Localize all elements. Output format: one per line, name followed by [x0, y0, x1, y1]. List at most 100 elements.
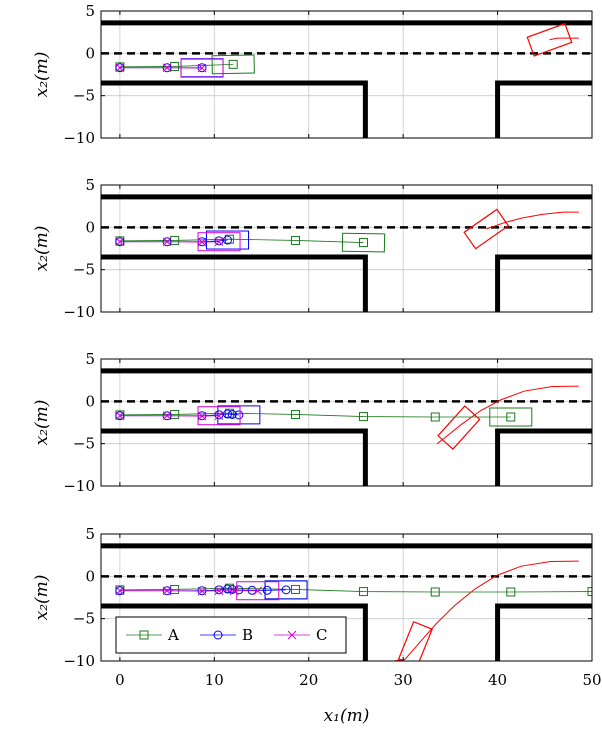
y-tick-label: −5 — [73, 87, 95, 105]
y-tick-label: −5 — [73, 435, 95, 453]
turning-path — [549, 37, 579, 41]
vehicle-B — [264, 580, 308, 600]
plot-area — [101, 543, 592, 661]
series-A-point — [291, 409, 301, 419]
road-lower-boundary-left — [101, 603, 368, 661]
y-tick-label: 0 — [85, 218, 95, 236]
panel-2: −10 −5 0 5 x₂(m) — [32, 176, 593, 321]
series-C-point — [162, 411, 172, 421]
legend-marker-B — [213, 630, 223, 640]
y-axis-label: x₂(m) — [32, 52, 52, 98]
series-C-point — [115, 411, 125, 421]
y-tick-label: −10 — [63, 477, 95, 495]
road-lower-boundary-left — [101, 80, 368, 138]
vehicle-B — [206, 230, 250, 250]
plot-area — [101, 20, 592, 138]
y-tick-label: 5 — [85, 2, 95, 20]
series-A-point — [430, 412, 440, 422]
y-tick-label: 5 — [85, 350, 95, 368]
series-C-point — [253, 586, 263, 596]
legend-label-B: B — [242, 626, 253, 644]
series-A-line — [119, 587, 592, 593]
series-C-point — [214, 411, 224, 421]
series-A-point — [506, 412, 516, 422]
road-lower-boundary-right — [495, 603, 592, 661]
plot-frame — [100, 184, 593, 313]
turning-vehicle — [463, 208, 510, 250]
plot-area — [101, 194, 592, 312]
panel-1: −10 −5 0 5 x₂(m) — [32, 2, 593, 147]
series-A-point — [228, 59, 238, 69]
series-A-point — [506, 587, 516, 597]
turning-path — [436, 385, 579, 445]
road-lower-boundary-left — [101, 254, 368, 312]
y-tick-label: 5 — [85, 176, 95, 194]
legend: A B C — [115, 616, 347, 654]
plot-frame — [100, 358, 593, 487]
series-A-line — [119, 63, 234, 68]
y-tick-label: 0 — [85, 392, 95, 410]
series-B-point — [227, 409, 237, 419]
legend-label-C: C — [316, 626, 327, 644]
series-A-point — [358, 238, 368, 248]
road-lower-boundary-right — [495, 80, 592, 138]
series-A-point — [430, 587, 440, 597]
y-tick-label: 5 — [85, 525, 95, 543]
plot-area — [101, 368, 592, 486]
series-B-point — [223, 584, 233, 594]
series-B-point — [214, 410, 224, 420]
series-A-point — [587, 587, 592, 597]
series-B-point — [262, 585, 272, 595]
series-B-point — [234, 410, 244, 420]
legend-marker-C — [287, 630, 297, 640]
y-tick-label: 0 — [85, 44, 95, 62]
series-B-point — [281, 585, 291, 595]
x-tick-label: 10 — [205, 671, 224, 689]
series-A-point — [358, 587, 368, 597]
y-tick-label: −10 — [63, 129, 95, 147]
series-B-point — [247, 585, 257, 595]
turning-path — [393, 560, 579, 661]
y-axis-label: x₂(m) — [32, 400, 52, 446]
series-B-point — [223, 235, 233, 245]
y-tick-label: −5 — [73, 261, 95, 279]
series-C-point — [197, 237, 207, 247]
vehicle-C — [197, 406, 241, 426]
road-lower-boundary-right — [495, 254, 592, 312]
vehicle-C — [197, 232, 241, 252]
x-tick-label: 20 — [299, 671, 318, 689]
road-lower-boundary-right — [495, 428, 592, 486]
series-B-point — [214, 236, 224, 246]
series-B-point — [223, 409, 233, 419]
series-A-point — [291, 235, 301, 245]
series-C-point — [115, 63, 125, 73]
series-C-point — [197, 411, 207, 421]
y-tick-label: −10 — [63, 303, 95, 321]
series-C-point — [197, 586, 207, 596]
series-C-point — [197, 63, 207, 73]
vehicle-A — [489, 407, 533, 427]
x-tick-label: 50 — [582, 671, 601, 689]
series-C-point — [214, 237, 224, 247]
plot-frame — [100, 533, 593, 662]
series-B-point — [214, 585, 224, 595]
y-tick-label: 0 — [85, 567, 95, 585]
x-tick-label: 40 — [488, 671, 507, 689]
legend-label-A: A — [167, 626, 179, 644]
series-C-point — [115, 237, 125, 247]
turning-vehicle — [437, 405, 481, 450]
series-A-line — [119, 238, 364, 243]
turning-vehicle — [526, 22, 573, 57]
series-C-point — [214, 586, 224, 596]
series-C-point — [162, 237, 172, 247]
y-axis-label: x₂(m) — [32, 226, 52, 272]
panel-4: −10 −5 0 5 x₂(m) 0 10 20 30 40 50 x₁(m) A B C — [32, 525, 602, 726]
panel-3: −10 −5 0 5 x₂(m) — [32, 350, 593, 495]
legend-marker-A — [139, 630, 149, 640]
turning-path — [486, 211, 579, 230]
series-A-point — [358, 412, 368, 422]
vehicle-C — [180, 58, 224, 78]
x-tick-label: 0 — [115, 671, 125, 689]
y-tick-label: −10 — [63, 652, 95, 670]
